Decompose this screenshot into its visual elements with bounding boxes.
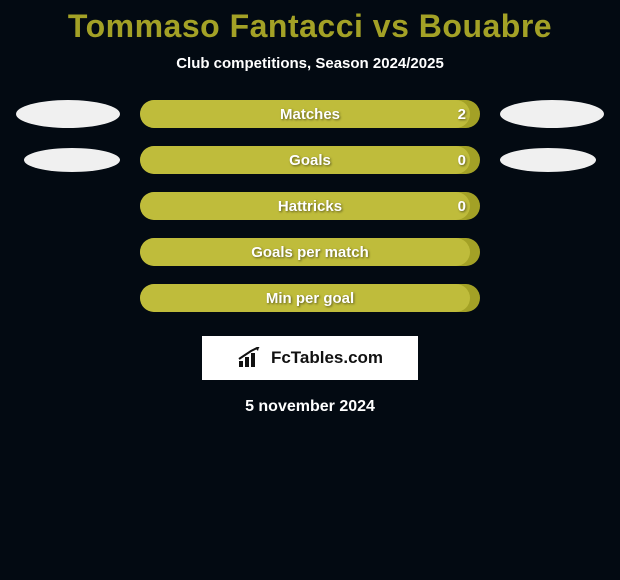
stat-row: Goals 0 [0,146,620,174]
date-text: 5 november 2024 [0,398,620,416]
brand-text: FcTables.com [271,348,383,368]
subtitle: Club competitions, Season 2024/2025 [0,55,620,72]
stat-label: Goals per match [251,244,369,261]
player-right-oval [500,148,596,172]
brand-icon [237,347,265,369]
stat-bar: Matches 2 [140,100,480,128]
stat-label: Min per goal [266,290,354,307]
stat-bar: Min per goal [140,284,480,312]
stat-row: Goals per match [0,238,620,266]
stat-row: Matches 2 [0,100,620,128]
stat-rows: Matches 2 Goals 0 Hattricks 0 Goals per match M… [0,100,620,312]
stat-value: 2 [458,100,466,128]
brand-badge: FcTables.com [202,336,418,380]
comparison-infographic: Tommaso Fantacci vs Bouabre Club competi… [0,0,620,416]
player-right-oval [500,100,604,128]
stat-value: 0 [458,192,466,220]
stat-row: Hattricks 0 [0,192,620,220]
stat-bar: Hattricks 0 [140,192,480,220]
stat-label: Hattricks [278,198,342,215]
stat-bar: Goals 0 [140,146,480,174]
page-title: Tommaso Fantacci vs Bouabre [0,8,620,45]
stat-label: Matches [280,106,340,123]
stat-row: Min per goal [0,284,620,312]
player-left-oval [16,100,120,128]
player-left-oval [24,148,120,172]
stat-bar: Goals per match [140,238,480,266]
stat-label: Goals [289,152,331,169]
stat-value: 0 [458,146,466,174]
